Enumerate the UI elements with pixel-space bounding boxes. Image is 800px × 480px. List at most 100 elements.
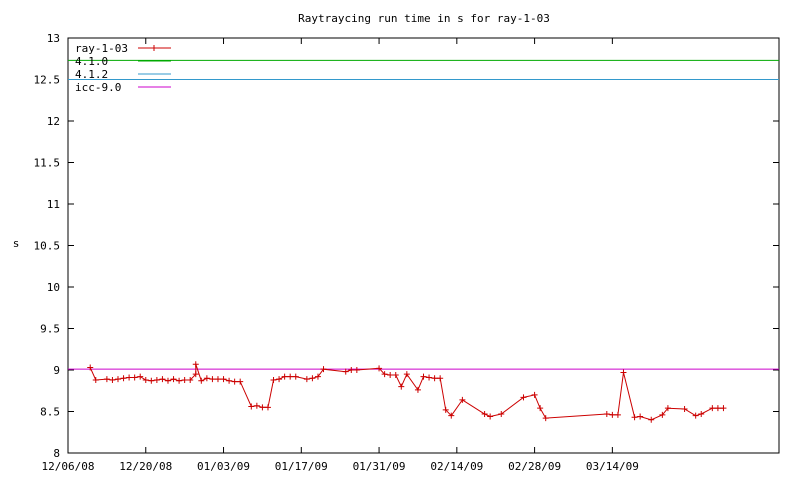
data-point (148, 377, 155, 384)
data-point (398, 383, 405, 390)
data-point (709, 405, 716, 412)
data-point (348, 367, 355, 373)
x-tick-label: 02/28/09 (508, 460, 561, 473)
data-point (481, 410, 488, 417)
y-tick-label: 10 (47, 281, 60, 294)
data-point (681, 406, 688, 413)
data-point (448, 412, 455, 419)
data-point (220, 376, 227, 383)
y-tick-label: 11 (47, 198, 60, 211)
data-point (459, 396, 466, 403)
data-point (259, 404, 266, 411)
data-point (192, 371, 199, 378)
data-point (659, 411, 666, 418)
y-tick-label: 11.5 (34, 157, 61, 170)
data-point (126, 374, 133, 381)
data-point (164, 377, 171, 384)
data-point (187, 376, 194, 383)
y-tick-label: 8.5 (40, 406, 60, 419)
x-tick-label: 03/14/09 (586, 460, 639, 473)
data-point (248, 403, 255, 410)
data-point (631, 414, 638, 421)
data-point (531, 391, 538, 398)
data-point (692, 412, 699, 419)
data-point (381, 371, 388, 378)
data-point (603, 410, 610, 417)
data-point (137, 373, 144, 380)
data-point (231, 378, 238, 385)
data-point (192, 361, 199, 368)
data-point (303, 376, 310, 383)
plot-area: 8 8.5 9 9.5 10 10.5 11 11.5 12 12.5 13 12/06/08 12/2… (34, 32, 780, 473)
data-point (92, 376, 99, 383)
data-point (120, 375, 127, 382)
data-point (237, 378, 244, 385)
data-point (264, 404, 271, 411)
data-point (720, 405, 727, 412)
data-point (342, 368, 349, 375)
legend-label: 4.1.0 (75, 55, 108, 68)
y-tick-label: 10.5 (34, 240, 61, 253)
data-point (142, 376, 149, 383)
data-point (431, 375, 438, 382)
data-point (353, 367, 360, 373)
data-point (109, 376, 116, 383)
data-point (498, 410, 505, 417)
data-point (198, 377, 205, 384)
data-point (637, 413, 644, 420)
data-point (181, 376, 188, 383)
legend-marker (151, 45, 157, 51)
y-tick-label: 9 (53, 364, 60, 377)
data-point (287, 373, 294, 380)
data-point (309, 375, 316, 382)
data-point (426, 374, 433, 381)
y-tick-label: 12 (47, 115, 60, 128)
data-point (131, 374, 138, 381)
data-point (176, 377, 183, 384)
data-point (209, 376, 216, 383)
data-point (270, 376, 277, 383)
y-axis-label: s (13, 237, 20, 250)
data-point (520, 394, 527, 401)
data-point (214, 376, 221, 383)
data-point (314, 373, 321, 380)
data-point (487, 413, 494, 420)
data-point (437, 375, 444, 382)
data-point (170, 376, 177, 383)
x-tick-label: 01/17/09 (275, 460, 328, 473)
chart-title: Raytraycing run time in s for ray-1-03 (298, 12, 550, 25)
y-tick-label: 12.5 (34, 74, 61, 87)
data-point (664, 405, 671, 412)
legend-label: 4.1.2 (75, 68, 108, 81)
x-tick-label: 01/03/09 (197, 460, 250, 473)
data-point (620, 369, 627, 376)
data-point (114, 376, 121, 383)
data-point (542, 415, 549, 422)
data-point (387, 371, 394, 378)
data-point (320, 366, 327, 373)
data-point (87, 364, 94, 371)
x-tick-label: 12/20/08 (119, 460, 172, 473)
data-point (614, 411, 621, 418)
plot-frame (67, 37, 780, 454)
data-point (281, 373, 288, 380)
data-point (420, 373, 427, 380)
data-point (103, 376, 110, 383)
data-point (609, 411, 616, 418)
legend-label: icc-9.0 (75, 81, 121, 94)
data-point (276, 376, 283, 383)
legend-label: ray-1-03 (75, 42, 128, 55)
data-point (253, 402, 260, 409)
y-tick-label: 9.5 (40, 323, 60, 336)
data-point (648, 416, 655, 423)
x-tick-label: 02/14/09 (430, 460, 483, 473)
data-point (392, 371, 399, 378)
data-point (442, 406, 449, 413)
data-point (403, 371, 410, 378)
x-tick-label: 01/31/09 (353, 460, 406, 473)
data-point (153, 376, 160, 383)
y-tick-label: 8 (53, 447, 60, 460)
data-point (203, 375, 210, 382)
data-point (159, 376, 166, 383)
